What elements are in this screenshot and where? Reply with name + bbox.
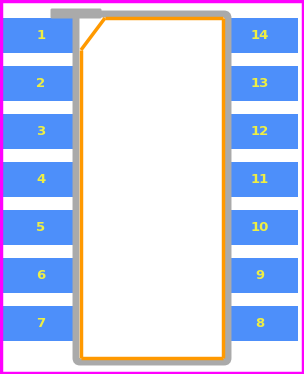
Bar	[3, 18, 79, 53]
Text: 12: 12	[251, 125, 269, 138]
Text: 2: 2	[36, 77, 46, 90]
Bar	[3, 258, 79, 293]
Bar	[222, 18, 298, 53]
Text: 3: 3	[36, 125, 46, 138]
Text: 9: 9	[255, 269, 264, 282]
Text: 6: 6	[36, 269, 46, 282]
Text: 13: 13	[251, 77, 269, 90]
Text: 7: 7	[36, 317, 46, 330]
Text: 4: 4	[36, 173, 46, 186]
Bar	[222, 306, 298, 341]
FancyBboxPatch shape	[50, 9, 102, 18]
Bar	[3, 66, 79, 101]
Text: 1: 1	[36, 29, 46, 42]
Bar	[222, 258, 298, 293]
Text: 11: 11	[251, 173, 269, 186]
Text: 5: 5	[36, 221, 46, 234]
Text: 14: 14	[251, 29, 269, 42]
Bar	[222, 162, 298, 197]
Bar	[3, 306, 79, 341]
Bar	[222, 114, 298, 149]
FancyBboxPatch shape	[76, 14, 228, 362]
Bar	[3, 210, 79, 245]
Text: 10: 10	[251, 221, 269, 234]
Bar	[3, 114, 79, 149]
Text: 8: 8	[255, 317, 264, 330]
Bar	[222, 210, 298, 245]
Bar	[3, 162, 79, 197]
Bar	[222, 66, 298, 101]
